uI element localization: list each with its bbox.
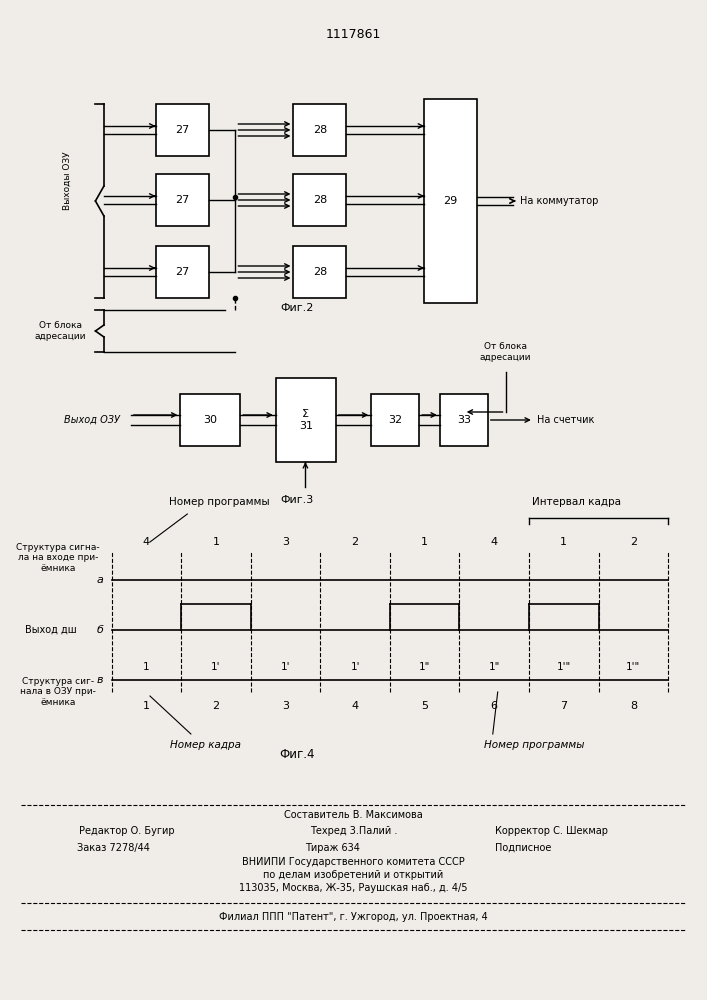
- Text: На коммутатор: На коммутатор: [520, 196, 598, 206]
- Text: 6: 6: [491, 701, 498, 711]
- Text: 1: 1: [143, 701, 150, 711]
- Text: Выход ОЗУ: Выход ОЗУ: [64, 415, 120, 425]
- Text: Составитель В. Максимова: Составитель В. Максимова: [284, 810, 423, 820]
- Text: 27: 27: [175, 267, 189, 277]
- Text: 4: 4: [491, 537, 498, 547]
- Text: Фиг.4: Фиг.4: [279, 748, 315, 762]
- Text: а: а: [96, 575, 103, 585]
- Text: 1': 1': [281, 662, 291, 672]
- Text: 2: 2: [213, 701, 220, 711]
- Text: 5: 5: [421, 701, 428, 711]
- Text: 4: 4: [143, 537, 150, 547]
- Text: 32: 32: [388, 415, 402, 425]
- Text: От блока
адресации: От блока адресации: [35, 321, 86, 341]
- Text: Подписное: Подписное: [495, 843, 551, 853]
- Text: От блока
адресации: От блока адресации: [480, 342, 531, 362]
- Text: 8: 8: [630, 701, 637, 711]
- Text: Номер кадра: Номер кадра: [170, 740, 240, 750]
- Text: Фиг.3: Фиг.3: [280, 495, 314, 505]
- FancyBboxPatch shape: [440, 394, 488, 446]
- Text: 29: 29: [443, 196, 458, 206]
- Text: Выходы ОЗУ: Выходы ОЗУ: [63, 152, 71, 210]
- Text: ВНИИПИ Государственного комитета СССР: ВНИИПИ Государственного комитета СССР: [242, 857, 465, 867]
- Text: 1117861: 1117861: [326, 28, 381, 41]
- FancyBboxPatch shape: [180, 394, 240, 446]
- Text: в: в: [97, 675, 103, 685]
- Text: Структура сигна-
ла на входе при-
ёмника: Структура сигна- ла на входе при- ёмника: [16, 543, 100, 573]
- FancyBboxPatch shape: [156, 174, 209, 226]
- Text: 28: 28: [312, 125, 327, 135]
- Text: 3: 3: [282, 537, 289, 547]
- Text: 2: 2: [630, 537, 637, 547]
- Text: 113035, Москва, Ж-35, Раушская наб., д. 4/5: 113035, Москва, Ж-35, Раушская наб., д. …: [239, 883, 468, 893]
- FancyBboxPatch shape: [293, 104, 346, 156]
- Text: 3: 3: [282, 701, 289, 711]
- Text: Σ
31: Σ 31: [299, 409, 312, 431]
- Text: Номер программы: Номер программы: [484, 740, 584, 750]
- Text: Структура сиг-
нала в ОЗУ при-
ёмника: Структура сиг- нала в ОЗУ при- ёмника: [20, 677, 96, 707]
- Text: 1: 1: [213, 537, 220, 547]
- Text: 1'": 1'": [556, 662, 571, 672]
- Text: Редактор О. Бугир: Редактор О. Бугир: [79, 826, 175, 836]
- Text: Корректор С. Шекмар: Корректор С. Шекмар: [495, 826, 608, 836]
- Text: 1: 1: [144, 662, 150, 672]
- FancyBboxPatch shape: [293, 174, 346, 226]
- Text: 7: 7: [560, 701, 567, 711]
- FancyBboxPatch shape: [371, 394, 419, 446]
- Text: Заказ 7278/44: Заказ 7278/44: [76, 843, 150, 853]
- Text: 30: 30: [204, 415, 217, 425]
- FancyBboxPatch shape: [156, 104, 209, 156]
- FancyBboxPatch shape: [293, 246, 346, 298]
- Text: 1'": 1'": [626, 662, 641, 672]
- Text: Фиг.2: Фиг.2: [280, 303, 314, 313]
- FancyBboxPatch shape: [424, 99, 477, 303]
- Text: Интервал кадра: Интервал кадра: [532, 497, 621, 507]
- Text: 27: 27: [175, 125, 189, 135]
- Text: 4: 4: [351, 701, 358, 711]
- Text: 1": 1": [419, 662, 431, 672]
- FancyBboxPatch shape: [156, 246, 209, 298]
- Text: 28: 28: [312, 267, 327, 277]
- Text: Номер программы: Номер программы: [169, 497, 269, 507]
- Text: по делам изобретений и открытий: по делам изобретений и открытий: [264, 870, 443, 880]
- Text: Выход дш: Выход дш: [25, 625, 77, 635]
- Text: 28: 28: [312, 195, 327, 205]
- Text: 27: 27: [175, 195, 189, 205]
- Text: Тираж 634: Тираж 634: [305, 843, 360, 853]
- Text: 33: 33: [457, 415, 471, 425]
- Text: 1: 1: [421, 537, 428, 547]
- Text: Филиал ППП "Патент", г. Ужгород, ул. Проектная, 4: Филиал ППП "Патент", г. Ужгород, ул. Про…: [219, 912, 488, 922]
- Text: 2: 2: [351, 537, 358, 547]
- Text: 1": 1": [489, 662, 500, 672]
- Text: На счетчик: На счетчик: [537, 415, 595, 425]
- Text: 1: 1: [560, 537, 567, 547]
- Text: 1': 1': [351, 662, 360, 672]
- Text: 1': 1': [211, 662, 221, 672]
- Text: б: б: [96, 625, 103, 635]
- FancyBboxPatch shape: [276, 378, 336, 462]
- Text: Техред 3.Палий .: Техред 3.Палий .: [310, 826, 397, 836]
